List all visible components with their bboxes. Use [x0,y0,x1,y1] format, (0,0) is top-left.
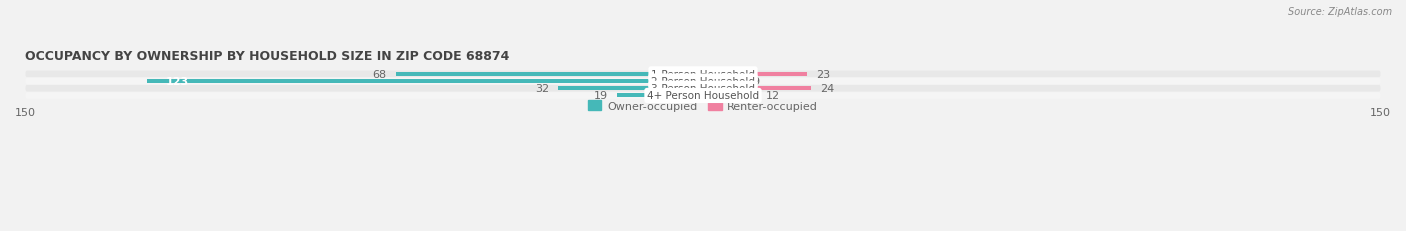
Text: Source: ZipAtlas.com: Source: ZipAtlas.com [1288,7,1392,17]
Text: 68: 68 [373,70,387,79]
Text: 2-Person Household: 2-Person Household [651,77,755,87]
Text: 19: 19 [593,91,609,101]
Text: 12: 12 [766,91,780,101]
Text: 3-Person Household: 3-Person Household [651,84,755,94]
Bar [617,94,703,98]
Text: 23: 23 [815,70,830,79]
Text: 4+ Person Household: 4+ Person Household [647,91,759,101]
FancyBboxPatch shape [25,85,1381,92]
Bar [396,73,703,76]
FancyBboxPatch shape [25,93,1381,99]
Bar [703,80,744,84]
Bar [558,87,703,91]
Bar [148,80,703,84]
Text: 123: 123 [166,77,188,87]
Bar [703,94,758,98]
Legend: Owner-occupied, Renter-occupied: Owner-occupied, Renter-occupied [588,101,818,111]
Text: 1-Person Household: 1-Person Household [651,70,755,79]
Bar [703,87,811,91]
Text: OCCUPANCY BY OWNERSHIP BY HOUSEHOLD SIZE IN ZIP CODE 68874: OCCUPANCY BY OWNERSHIP BY HOUSEHOLD SIZE… [25,50,510,63]
Bar [703,73,807,76]
Text: 32: 32 [536,84,550,94]
FancyBboxPatch shape [25,71,1381,78]
FancyBboxPatch shape [25,78,1381,85]
Text: 9: 9 [752,77,759,87]
Text: 24: 24 [821,84,835,94]
